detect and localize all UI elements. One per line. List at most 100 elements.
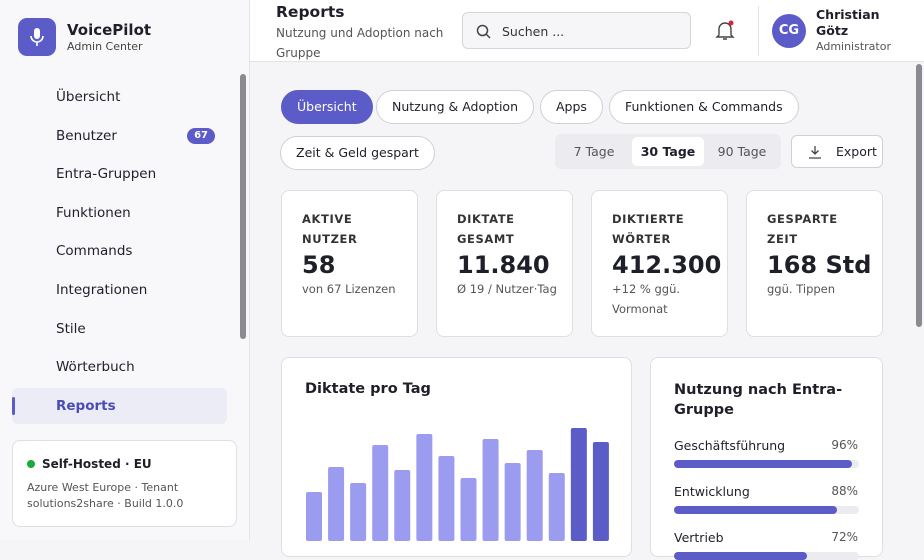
- progress-track: [674, 552, 859, 560]
- stat-card: DIKTIERTE WÖRTER 412.300 +12 % ggü. Vormon…: [591, 190, 728, 337]
- group-percent: 88%: [831, 484, 858, 498]
- avatar[interactable]: CG: [772, 14, 806, 48]
- nav-item[interactable]: Commands: [12, 233, 227, 269]
- nav-label: Übersicht: [56, 89, 121, 105]
- stat-value: 168 Std: [767, 251, 872, 279]
- bar: [306, 492, 322, 541]
- progress-track: [674, 506, 859, 514]
- bar: [504, 463, 521, 541]
- group-name: Entwicklung: [674, 484, 750, 499]
- stat-value: 412.300: [612, 251, 722, 279]
- tab[interactable]: Zeit & Geld gespart: [280, 136, 435, 170]
- nav-badge: 67: [187, 127, 215, 144]
- bar: [460, 478, 477, 541]
- range-control: 7 Tage 30 Tage 90 Tage: [555, 134, 781, 169]
- header: Reports Nutzung und Adoption nach Gruppe…: [250, 0, 924, 62]
- status-title: Self-Hosted · EU: [27, 457, 222, 471]
- nav-item[interactable]: Entra-Gruppen: [12, 156, 227, 192]
- group-name: Vertrieb: [674, 530, 724, 545]
- brand: VoicePilot: [67, 21, 152, 39]
- export-button[interactable]: Export: [791, 135, 883, 168]
- nav-label: Integrationen: [56, 282, 148, 298]
- status-label: Self-Hosted · EU: [42, 457, 152, 471]
- bar: [548, 473, 565, 541]
- nav-label: Commands: [56, 243, 133, 260]
- sidebar: VoicePilot Admin Center Übersicht Benutze…: [0, 0, 250, 540]
- bar: [394, 470, 411, 541]
- stat-label: DIKTATE GESAMT: [457, 212, 515, 246]
- stat-note: ggü. Tippen: [767, 282, 836, 296]
- logo: [18, 18, 56, 56]
- page-title: Reports: [276, 3, 345, 21]
- tab[interactable]: Apps: [540, 90, 603, 124]
- stat-value: 11.840: [457, 251, 550, 279]
- groups-title: Nutzung nach Entra-Gruppe: [674, 382, 843, 418]
- nav-item[interactable]: Funktionen: [12, 195, 227, 231]
- user-role: Administrator: [816, 40, 891, 53]
- stat-label: DIKTIERTE WÖRTER: [612, 212, 685, 246]
- nav-label: Entra-Gruppen: [56, 166, 157, 183]
- range-option[interactable]: 90 Tage: [717, 144, 767, 159]
- progress-track: [674, 460, 859, 468]
- main-scrollbar: [916, 64, 922, 327]
- stat-value: 58: [302, 251, 336, 279]
- tab[interactable]: Nutzung & Adoption: [376, 90, 535, 124]
- stat-card: AKTIVE NUTZER 58 von 67 Lizenzen: [281, 190, 418, 337]
- search[interactable]: Suchen ...: [462, 12, 691, 49]
- export-label: Export: [836, 144, 877, 159]
- nav-item[interactable]: Integrationen: [12, 272, 227, 308]
- stat-note: Ø 19 / Nutzer·Tag: [457, 282, 557, 296]
- progress-fill: [674, 506, 837, 514]
- range-option[interactable]: 7 Tage: [573, 144, 615, 159]
- progress-fill: [674, 460, 852, 468]
- stat-label: AKTIVE NUTZER: [302, 212, 358, 246]
- groups-card: Nutzung nach Entra-Gruppe Geschäftsführu…: [650, 357, 883, 560]
- nav-item[interactable]: Übersicht: [12, 79, 227, 115]
- mic-icon: [30, 28, 44, 46]
- group-percent: 96%: [831, 438, 858, 452]
- bar: [526, 450, 543, 541]
- bar: [438, 456, 455, 541]
- chart-title: Diktate pro Tag: [305, 381, 431, 397]
- brand-subtitle: Admin Center: [67, 40, 143, 53]
- progress-fill: [674, 552, 808, 560]
- bar: [570, 428, 587, 541]
- bar: [328, 467, 345, 541]
- divider: [758, 6, 759, 56]
- page-subtitle: Nutzung und Adoption nach Gruppe: [276, 26, 444, 60]
- group-name: Geschäftsführung: [674, 438, 786, 453]
- stat-card: GESPARTE ZEIT 168 Std ggü. Tippen: [746, 190, 883, 337]
- nav-item[interactable]: Stile: [12, 311, 227, 347]
- search-icon: [476, 24, 491, 39]
- chart: [306, 428, 609, 541]
- bar: [372, 445, 389, 541]
- status-card: Self-Hosted · EU Azure West Europe · Ten…: [12, 440, 237, 527]
- range-option[interactable]: 30 Tage: [632, 137, 704, 166]
- group-percent: 72%: [831, 530, 858, 544]
- nav-label: Wörterbuch: [56, 359, 135, 376]
- nav-label: Benutzer: [56, 127, 117, 144]
- user-name: Christian Götz: [816, 7, 880, 38]
- bar: [592, 442, 609, 541]
- stat-card: DIKTATE GESAMT 11.840 Ø 19 / Nutzer·Tag: [436, 190, 573, 337]
- nav-label: Reports: [56, 397, 116, 414]
- search-placeholder: Suchen ...: [502, 24, 565, 39]
- chart-card: Diktate pro Tag: [281, 357, 632, 557]
- stat-label: GESPARTE ZEIT: [767, 212, 838, 246]
- nav-label: Funktionen: [56, 204, 131, 221]
- nav-item[interactable]: Reports: [12, 387, 227, 424]
- nav-item[interactable]: Benutzer 67: [12, 118, 227, 154]
- stat-note: von 67 Lizenzen: [302, 282, 396, 296]
- scrollbar: [240, 74, 246, 339]
- bar: [350, 483, 367, 541]
- bell[interactable]: [714, 20, 736, 42]
- nav-label: Stile: [56, 320, 86, 337]
- nav-item[interactable]: Wörterbuch: [12, 349, 227, 385]
- tab[interactable]: Übersicht: [281, 90, 373, 124]
- tab[interactable]: Funktionen & Commands: [609, 90, 799, 124]
- download-icon: [809, 146, 821, 159]
- stat-note: +12 % ggü. Vormonat: [612, 282, 681, 316]
- status-text: Azure West Europe · Tenant solutions2sha…: [27, 481, 184, 510]
- bar: [482, 439, 499, 541]
